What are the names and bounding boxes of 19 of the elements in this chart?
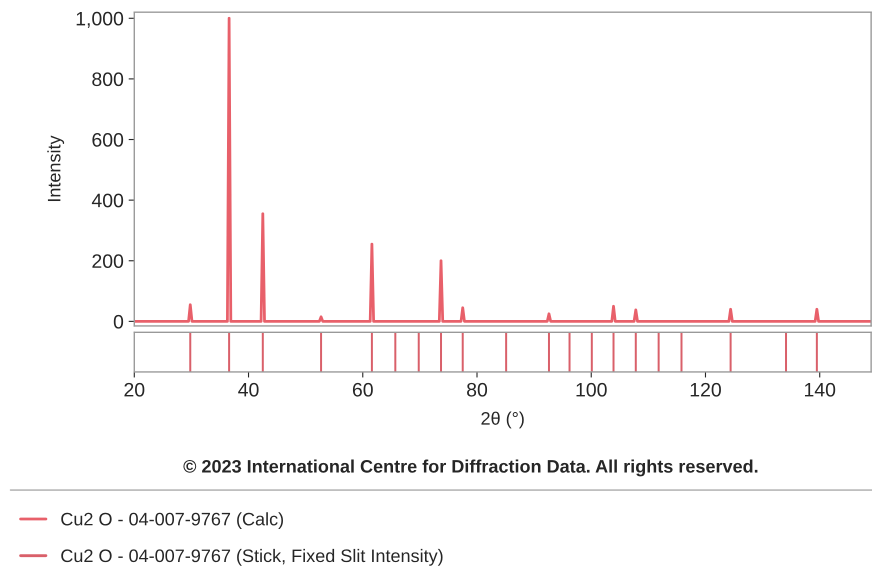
legend-label: Cu2 O - 04-007-9767 (Calc) [61, 512, 283, 530]
x-tick-label: 60 [352, 382, 373, 397]
y-tick-label: 800 [92, 72, 124, 86]
y-tick-label: 600 [92, 132, 124, 147]
x-tick-label: 140 [804, 382, 836, 397]
text: Cu2 O - 04-007-9767 (Stick, Fixed Slit Intensity) [61, 548, 443, 566]
x-tick-label: 120 [690, 382, 721, 397]
line-series [134, 16, 872, 323]
y-tick-label: 400 [92, 194, 124, 208]
x-tick-label: 80 [467, 382, 488, 397]
x-tick-label: 20 [124, 382, 144, 397]
y-tick-label: 1,000 [76, 12, 124, 28]
x-tick-label: 40 [238, 382, 259, 397]
x-tick-label: 100 [576, 382, 607, 397]
text: © 2023 International Centre for Diffraction Data. All rights reserved. [183, 459, 758, 476]
y-tick-label: 0 [114, 314, 124, 329]
y-axis-title: Intensity [47, 135, 64, 202]
y-tick-label: 200 [92, 254, 124, 268]
x-axis-title: 2θ (°) [481, 412, 524, 428]
